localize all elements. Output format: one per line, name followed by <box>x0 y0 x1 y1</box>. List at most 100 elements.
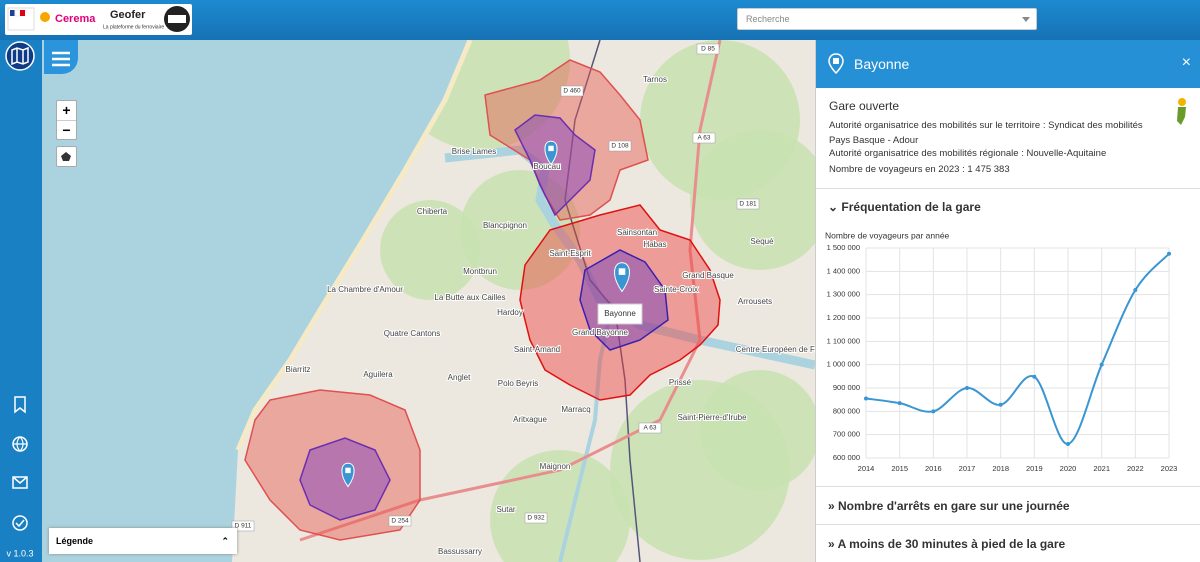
map-button[interactable] <box>5 41 35 71</box>
road-label: A 63 <box>643 425 656 432</box>
info-line: Nombre de voyageurs en 2023 : 1 475 383 <box>829 164 1010 175</box>
search-box[interactable]: Recherche <box>737 8 1037 30</box>
place-label: Grand Basque <box>682 271 734 280</box>
info-line: Autorité organisatrice des mobilités sur… <box>829 120 1143 146</box>
logo[interactable]: Cerema Geofer La plateforme du ferroviai… <box>5 4 192 35</box>
search-placeholder: Recherche <box>746 14 790 24</box>
sidebar: v 1.0.3 <box>0 40 42 562</box>
marker-icon <box>345 467 351 474</box>
highway <box>299 39 722 542</box>
road-shield <box>231 520 255 532</box>
station-marker <box>614 262 630 293</box>
green-area <box>460 170 580 290</box>
section-header[interactable]: ⌄ Fréquentation de la gare <box>816 188 1200 225</box>
place-label: Grand Bayonne <box>572 328 629 337</box>
close-button[interactable]: × <box>1181 54 1191 71</box>
flag-white <box>14 9 21 17</box>
place-label: Sainsontan <box>617 228 657 237</box>
check-mark <box>15 519 25 528</box>
panel-header: Bayonne × <box>816 40 1200 88</box>
zoom-out[interactable]: − <box>57 120 76 140</box>
section-title: Nombre d'arrêts en gare sur une journée <box>838 499 1070 513</box>
legend-box[interactable]: Légende ⌃ <box>49 528 237 554</box>
road-shield <box>696 43 720 55</box>
road-label: D 85 <box>701 46 715 53</box>
place-label: Saint-Amand <box>514 345 560 354</box>
map-icon <box>11 46 29 66</box>
station-marker <box>341 462 355 488</box>
road-label: D 181 <box>739 201 757 208</box>
popup <box>597 303 643 325</box>
place-label: Saint-Esprit <box>549 249 591 258</box>
road-shield <box>388 515 412 527</box>
place-label: Polo Beyris <box>498 379 538 388</box>
road-label: D 460 <box>563 88 581 95</box>
check-button[interactable] <box>12 515 28 531</box>
cerema-text: Cerema <box>55 13 96 25</box>
mail-flap <box>12 476 28 484</box>
place-label: Anglet <box>448 373 471 382</box>
river-nive <box>558 314 612 562</box>
station-status: Gare ouverte <box>829 99 900 113</box>
legend-title: Légende <box>56 536 94 546</box>
version: v 1.0.3 <box>6 548 33 558</box>
road-label: D 108 <box>611 143 629 150</box>
section-title: Fréquentation de la gare <box>841 200 981 214</box>
place-label: Saint-Pierre-d'Irube <box>677 413 747 422</box>
sea <box>42 40 470 562</box>
zone-walk-biarritz <box>244 389 421 541</box>
place-label: La Chambre d'Amour <box>327 285 403 294</box>
geofer-title: Geofer <box>110 9 146 21</box>
flag-red <box>20 10 25 16</box>
place-label: Hardoy <box>497 308 523 317</box>
legend-toggle: ⌃ <box>221 536 229 546</box>
mail-button[interactable] <box>12 476 28 489</box>
road-label: A 63 <box>697 135 710 142</box>
dropdown-arrow <box>1022 17 1030 22</box>
marker-icon <box>548 145 554 152</box>
zoom-control: + − <box>56 100 77 140</box>
river-adour <box>444 145 816 370</box>
bookmark-button[interactable] <box>14 396 26 414</box>
section-header[interactable]: » A moins de 30 minutes à pied de la gar… <box>816 524 1200 562</box>
station-marker <box>544 140 558 166</box>
zone-bayonne <box>579 249 669 351</box>
place-label: Brise Lames <box>452 147 496 156</box>
pedestrian-icon <box>1177 98 1186 125</box>
place-label: Blancpignon <box>483 221 527 230</box>
train-body <box>168 15 186 23</box>
place-label: Sainte-Croix <box>654 285 698 294</box>
place-label: Habas <box>643 240 666 249</box>
place-label: Maignon <box>540 462 571 471</box>
zone-boucau <box>514 114 596 217</box>
road-shield <box>608 140 632 152</box>
menu-button[interactable] <box>44 40 78 74</box>
road-label: D 254 <box>391 518 409 525</box>
section-header[interactable]: » Nombre d'arrêts en gare sur une journé… <box>816 486 1200 525</box>
polygon-icon <box>61 152 71 161</box>
zone-walk-bayonne <box>519 204 721 401</box>
panel-title: Bayonne <box>854 56 910 72</box>
zoom-in[interactable]: + <box>62 102 71 118</box>
place-label: Boucau <box>533 162 560 171</box>
beach <box>235 39 473 451</box>
place-label: Chiberta <box>417 207 448 216</box>
info-line: Autorité organisatrice des mobilités rég… <box>829 148 1107 159</box>
place-label: La Butte aux Cailles <box>434 293 505 302</box>
green-area <box>380 200 480 300</box>
green-area <box>690 130 830 270</box>
info-panel: Bayonne × Gare ouverte Autorité organisa… <box>815 40 1200 562</box>
road-shield <box>560 85 584 97</box>
station-pin <box>828 53 844 75</box>
logo-art: Cerema Geofer La plateforme du ferroviai… <box>7 6 190 32</box>
sidebar-icons: v 1.0.3 <box>5 41 35 558</box>
place-label: Quatre Cantons <box>384 329 440 338</box>
globe-lines <box>13 436 27 452</box>
road-shield <box>638 422 662 434</box>
place-label: Bassussarry <box>438 547 482 556</box>
draw-polygon[interactable] <box>56 146 77 167</box>
place-label: Montbrun <box>463 267 497 276</box>
